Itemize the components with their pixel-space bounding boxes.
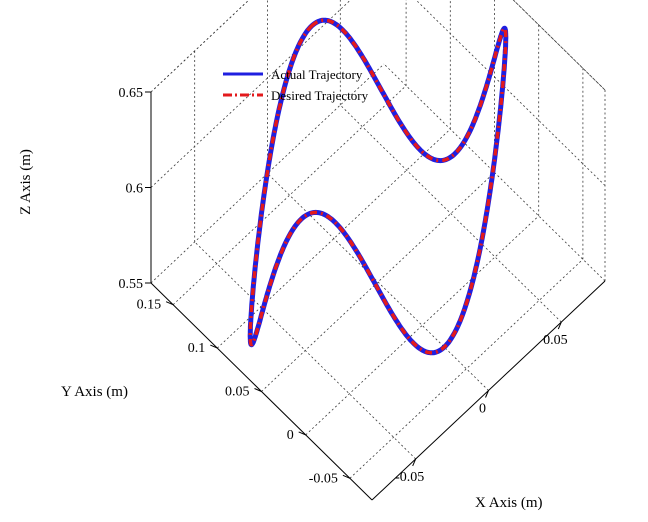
y-axis-label: Y Axis (m) [61, 384, 128, 400]
x-tick-label: -0.05 [395, 470, 424, 485]
axes-layer [145, 91, 606, 501]
x-tick-mark [412, 458, 417, 467]
x-tick-mark [485, 390, 489, 398]
x-tick-label: 0 [479, 402, 486, 417]
tick-labels: 0.55 0.6 0.65 -0.05 0 0.05 0.1 0.15 -0.05 0 0.05 [119, 86, 568, 486]
x-tick-mark [557, 321, 562, 330]
back-wall-gridline-z [150, 0, 352, 188]
trajectory-curves [247, 17, 509, 356]
y-tick-label: -0.05 [309, 471, 338, 486]
floor-gridline-y [217, 128, 451, 349]
floor-gridline-x [340, 104, 562, 323]
grid-layer [150, 0, 606, 479]
floor-gridline-y [349, 259, 584, 479]
back-wall-gridline-z [150, 63, 385, 284]
y-tick-label: 0.1 [188, 341, 206, 356]
floor-gridline-y [261, 172, 495, 392]
y-tick-label: 0 [287, 428, 294, 443]
y-tick-mark [342, 474, 351, 479]
floor-gridline-y [305, 215, 539, 436]
z-tick-label: 0.6 [126, 182, 144, 197]
y-tick-mark [298, 431, 306, 436]
y-tick-mark [210, 344, 218, 349]
y-tick-mark [254, 388, 262, 392]
y-tick-label: 0.05 [225, 385, 250, 400]
box-edge-top-right [512, 0, 606, 91]
right-wall-gridline-z [415, 0, 606, 186]
floor-gridline-y [172, 85, 407, 305]
z-axis-label: Z Axis (m) [18, 149, 34, 215]
z-tick-label: 0.65 [119, 86, 144, 101]
y-tick-label: 0.15 [137, 298, 162, 313]
legend-actual-label: Actual Trajectory [271, 67, 363, 82]
z-tick-label: 0.55 [119, 277, 144, 292]
legend: Actual Trajectory Desired Trajectory [223, 67, 369, 103]
y-tick-mark [165, 301, 174, 306]
floor-gridline-x [267, 173, 489, 391]
legend-desired-label: Desired Trajectory [271, 88, 369, 103]
x-tick-label: 0.05 [543, 333, 568, 348]
desired-trajectory-line [248, 18, 508, 355]
x-axis-label: X Axis (m) [475, 495, 543, 511]
